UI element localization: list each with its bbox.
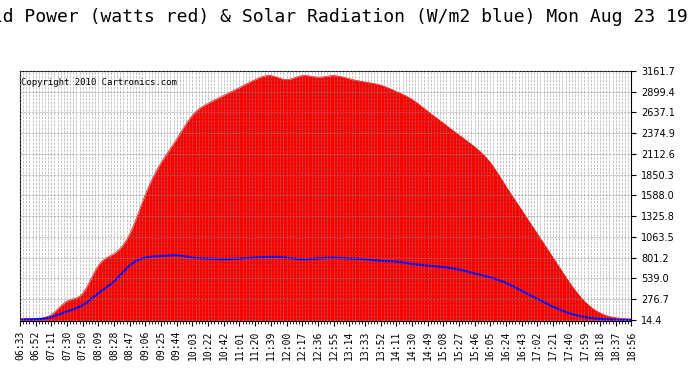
Text: Copyright 2010 Cartronics.com: Copyright 2010 Cartronics.com [21,78,177,87]
Text: Grid Power (watts red) & Solar Radiation (W/m2 blue) Mon Aug 23 19:14: Grid Power (watts red) & Solar Radiation… [0,8,690,26]
